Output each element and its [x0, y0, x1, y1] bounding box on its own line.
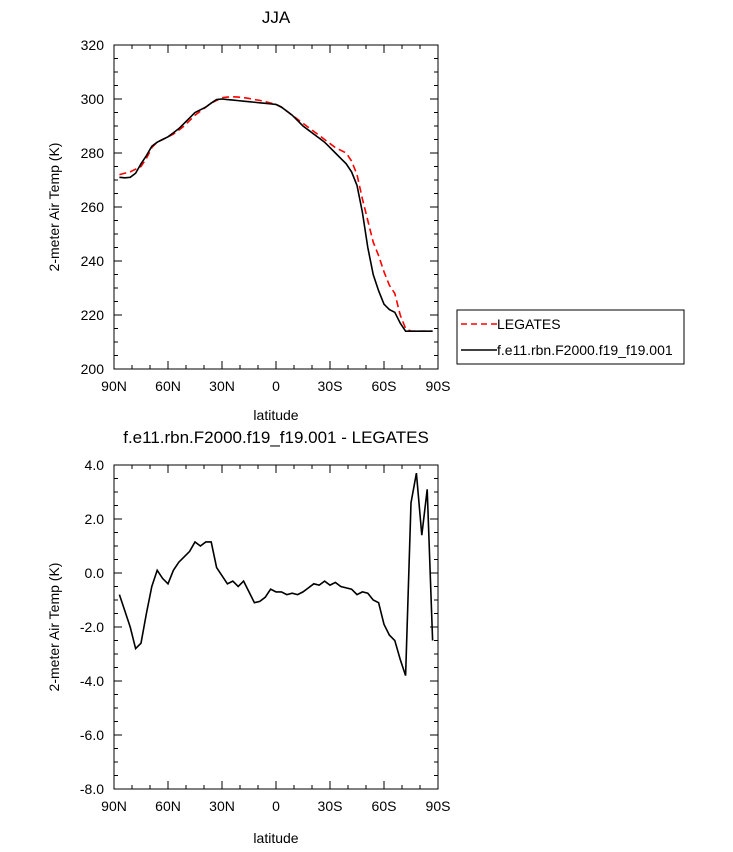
bottom-x-tick-label: 90N — [101, 798, 127, 814]
bottom-x-tick-label: 0 — [272, 798, 280, 814]
top-chart-xlabel: latitude — [253, 407, 298, 423]
bottom-y-tick-label: -6.0 — [80, 727, 104, 743]
top-y-tick-label: 240 — [81, 253, 105, 269]
top-y-tick-label: 200 — [81, 361, 105, 377]
legend-label-legates: LEGATES — [497, 316, 561, 332]
bottom-x-tick-label: 30N — [209, 798, 235, 814]
bottom-x-tick-label: 60N — [155, 798, 181, 814]
top-y-tick-label: 300 — [81, 91, 105, 107]
bottom-y-tick-label: -8.0 — [80, 781, 104, 797]
legend-box — [456, 309, 685, 365]
bottom-chart-xlabel: latitude — [253, 830, 298, 846]
top-series-1-line — [119, 98, 433, 333]
top-x-tick-label: 90N — [101, 378, 127, 394]
bottom-chart-title: f.e11.rbn.F2000.f19_f19.001 - LEGATES — [123, 428, 429, 447]
bottom-y-tick-label: 4.0 — [85, 457, 105, 473]
top-x-tick-label: 60N — [155, 378, 181, 394]
top-x-tick-label: 30N — [209, 378, 235, 394]
top-plot-frame — [113, 44, 439, 370]
top-y-tick-label: 280 — [81, 145, 105, 161]
top-chart-title: JJA — [262, 8, 291, 27]
bottom-x-tick-label: 90S — [426, 798, 451, 814]
bottom-chart-ylabel: 2-meter Air Temp (K) — [46, 563, 62, 692]
legend: LEGATES f.e11.rbn.F2000.f19_f19.001 — [456, 309, 685, 365]
top-y-tick-label: 220 — [81, 307, 105, 323]
top-y-tick-label: 260 — [81, 199, 105, 215]
top-x-tick-label: 90S — [426, 378, 451, 394]
bottom-x-tick-label: 30S — [318, 798, 343, 814]
bottom-chart: f.e11.rbn.F2000.f19_f19.001 - LEGATES 2-… — [46, 428, 450, 846]
bottom-plot-frame — [113, 464, 439, 790]
top-x-tick-label: 30S — [318, 378, 343, 394]
bottom-y-tick-label: 0.0 — [85, 565, 105, 581]
bottom-y-tick-label: 2.0 — [85, 511, 105, 527]
bottom-series-0-line — [118, 472, 434, 676]
bottom-y-tick-label: -2.0 — [80, 619, 104, 635]
top-chart-ylabel: 2-meter Air Temp (K) — [46, 143, 62, 272]
top-y-tick-label: 320 — [81, 37, 105, 53]
bottom-x-tick-label: 60S — [372, 798, 397, 814]
top-series-0-line — [119, 96, 433, 333]
top-x-tick-label: 60S — [372, 378, 397, 394]
bottom-y-tick-label: -4.0 — [80, 673, 104, 689]
legend-label-model: f.e11.rbn.F2000.f19_f19.001 — [497, 342, 673, 358]
top-chart: JJA 2-meter Air Temp (K) latitude 90N 60N… — [46, 8, 450, 423]
top-x-tick-label: 0 — [272, 378, 280, 394]
